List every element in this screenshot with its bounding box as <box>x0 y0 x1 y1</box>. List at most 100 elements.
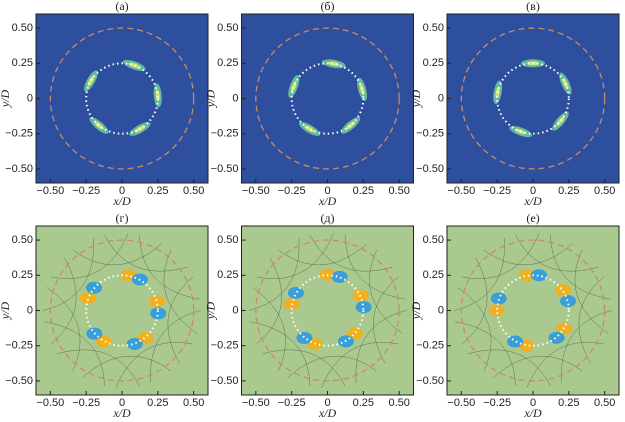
field-background <box>447 226 619 395</box>
x-tick-label: 0.50 <box>388 397 409 409</box>
streamline <box>574 249 609 334</box>
x-axis-label: x/D <box>112 406 131 420</box>
y-tick-label: 0 <box>438 92 444 104</box>
y-tick-label: 0.50 <box>12 22 33 34</box>
y-tick-label: 0 <box>232 92 238 104</box>
streamline <box>467 349 551 387</box>
streamline <box>373 276 399 364</box>
streamline <box>561 310 612 383</box>
streamline <box>104 234 188 272</box>
panel-title: (б) <box>320 0 334 13</box>
y-tick-label: 0.50 <box>423 234 444 246</box>
streamline <box>256 257 282 345</box>
streamline <box>355 310 407 383</box>
vortex-neg <box>296 331 313 344</box>
streamline <box>46 287 81 372</box>
x-tick-label: 0.50 <box>594 397 615 409</box>
streamline <box>483 243 573 266</box>
x-tick-label: 0.25 <box>558 397 579 409</box>
streamline <box>115 342 194 388</box>
y-axis-label: y/D <box>203 302 217 321</box>
vortex-neg <box>560 295 577 308</box>
streamline <box>344 234 406 300</box>
x-tick-label: −0.25 <box>483 185 511 197</box>
plot-area <box>36 226 208 395</box>
vortex-pos <box>519 269 535 282</box>
x-tick-label: 0.25 <box>558 185 579 197</box>
x-tick-label: 0.25 <box>353 185 374 197</box>
y-tick-label: 0.50 <box>217 22 238 34</box>
streamline <box>550 234 612 300</box>
x-tick-label: 0 <box>324 397 330 409</box>
panel-title: (а) <box>115 0 128 13</box>
y-tick-label: −0.50 <box>5 163 33 175</box>
outer-circle <box>49 239 195 382</box>
field-background <box>447 14 619 183</box>
streamline <box>369 249 403 334</box>
y-tick-label: −0.50 <box>211 375 239 387</box>
streamline <box>50 257 77 345</box>
panel-title: (г) <box>116 211 129 225</box>
outer-circle <box>49 27 195 170</box>
y-tick-label: 0.50 <box>217 234 238 246</box>
panel-title: (д) <box>320 211 334 225</box>
streamline <box>248 238 300 311</box>
vortex-pos <box>149 295 166 308</box>
plot-area <box>241 226 414 395</box>
y-tick-label: −0.50 <box>211 163 239 175</box>
y-tick-label: 0 <box>438 304 444 316</box>
x-tick-label: −0.50 <box>36 185 64 197</box>
rotor-circle <box>496 274 570 347</box>
y-tick-label: 0.25 <box>217 57 238 69</box>
y-tick-label: 0 <box>27 304 33 316</box>
streamline <box>249 321 311 387</box>
vortex-neg <box>507 335 524 348</box>
x-tick-label: 0.50 <box>183 397 204 409</box>
x-tick-label: 0 <box>530 185 536 197</box>
vortex-neg <box>287 286 304 299</box>
streamline <box>461 233 540 279</box>
y-tick-label: 0 <box>232 304 238 316</box>
x-tick-label: 0 <box>119 185 125 197</box>
vortex-pos <box>79 292 96 305</box>
streamline <box>43 321 105 387</box>
y-tick-label: −0.25 <box>211 128 239 140</box>
vortex-neg <box>548 331 565 344</box>
streamline <box>578 276 605 364</box>
x-axis-label: x/D <box>318 406 337 420</box>
streamline <box>526 342 605 388</box>
field-background <box>36 226 208 395</box>
streamline <box>82 355 172 378</box>
rotor-circle <box>85 274 159 347</box>
y-tick-label: 0.50 <box>423 22 444 34</box>
outer-circle <box>460 239 606 382</box>
rotor-circle <box>290 274 365 347</box>
streamline <box>43 238 94 311</box>
streamline <box>163 249 198 334</box>
streamline <box>256 233 334 279</box>
streamline <box>50 233 129 279</box>
y-tick-label: −0.25 <box>416 128 444 140</box>
y-tick-label: −0.25 <box>416 340 444 352</box>
rotor-circle <box>290 62 365 135</box>
x-axis-label: x/D <box>112 194 131 208</box>
field-background <box>36 14 208 183</box>
vortex-pos <box>488 304 505 317</box>
x-tick-label: −0.25 <box>72 185 100 197</box>
streamline <box>167 276 194 364</box>
vortex-neg <box>331 270 348 283</box>
outer-circle <box>460 27 606 170</box>
x-tick-label: −0.50 <box>447 397 475 409</box>
y-axis-label: y/D <box>409 302 423 321</box>
y-axis-label: y/D <box>203 90 217 109</box>
x-tick-label: 0 <box>119 397 125 409</box>
vortex-pos <box>554 284 571 297</box>
y-tick-label: −0.50 <box>5 375 33 387</box>
x-tick-label: −0.50 <box>36 397 64 409</box>
streamline <box>262 349 346 387</box>
streamline <box>454 238 505 311</box>
y-tick-label: −0.25 <box>211 340 239 352</box>
field-background <box>241 226 414 395</box>
panel-title: (в) <box>526 0 540 13</box>
rotor-circle <box>496 62 570 135</box>
